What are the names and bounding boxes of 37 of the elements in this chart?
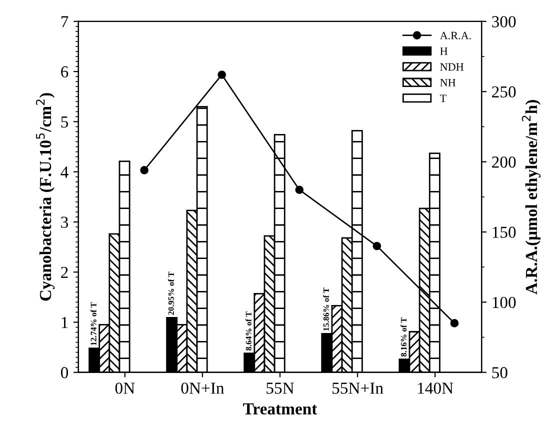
annotation: 20.95% of T xyxy=(168,272,174,315)
legend-label: A.R.A. xyxy=(440,32,471,40)
x-axis-title: Treatment xyxy=(243,403,318,414)
y-tick-label: 4 xyxy=(60,166,68,178)
x-tick-label: 0N+In xyxy=(181,382,224,394)
x-tick-label: 55N xyxy=(266,382,294,394)
point xyxy=(450,319,459,328)
annotation: 8.16% of T xyxy=(400,318,407,357)
y-tick-label: 1 xyxy=(62,317,68,328)
y2-tick-label: 100 xyxy=(492,296,516,308)
annotation: 8.64% of T xyxy=(246,311,252,351)
y-axis-title: Cyanobacteria (F.U.10$^{5}$/cm$^{2}$) xyxy=(36,93,55,301)
x-tick-label: 140N xyxy=(418,382,454,394)
y-tick-label: 6 xyxy=(61,66,68,78)
y-tick-label: 0 xyxy=(60,367,68,378)
x-tick-label: 55N+In xyxy=(332,382,384,394)
y2-axis-title: A.R.A.(μmol ethylene/m$^{2}$h) xyxy=(522,100,541,294)
legend-label: NH xyxy=(440,79,456,86)
y-tick-label: 3 xyxy=(61,216,68,228)
legend-label: H xyxy=(440,48,448,55)
annotation: 12.74% of T xyxy=(90,302,96,346)
point xyxy=(140,166,148,174)
y2-tick-label: 250 xyxy=(492,86,516,98)
legend-label: T xyxy=(440,94,446,102)
point xyxy=(295,186,304,194)
y2-tick-label: 300 xyxy=(492,16,516,28)
x-tick-label: 0N xyxy=(115,382,135,394)
y-tick-label: 7 xyxy=(61,16,68,28)
point xyxy=(372,242,382,250)
y2-tick-label: 200 xyxy=(492,156,516,168)
y-tick-label: 5 xyxy=(61,116,68,128)
point xyxy=(218,70,226,79)
y2-tick-label: 150 xyxy=(492,226,516,238)
annotation: 15.86% of T xyxy=(323,288,330,331)
y-tick-label: 2 xyxy=(61,266,68,278)
legend-label: NDH xyxy=(440,63,464,71)
y2-tick-label: 50 xyxy=(492,367,508,378)
